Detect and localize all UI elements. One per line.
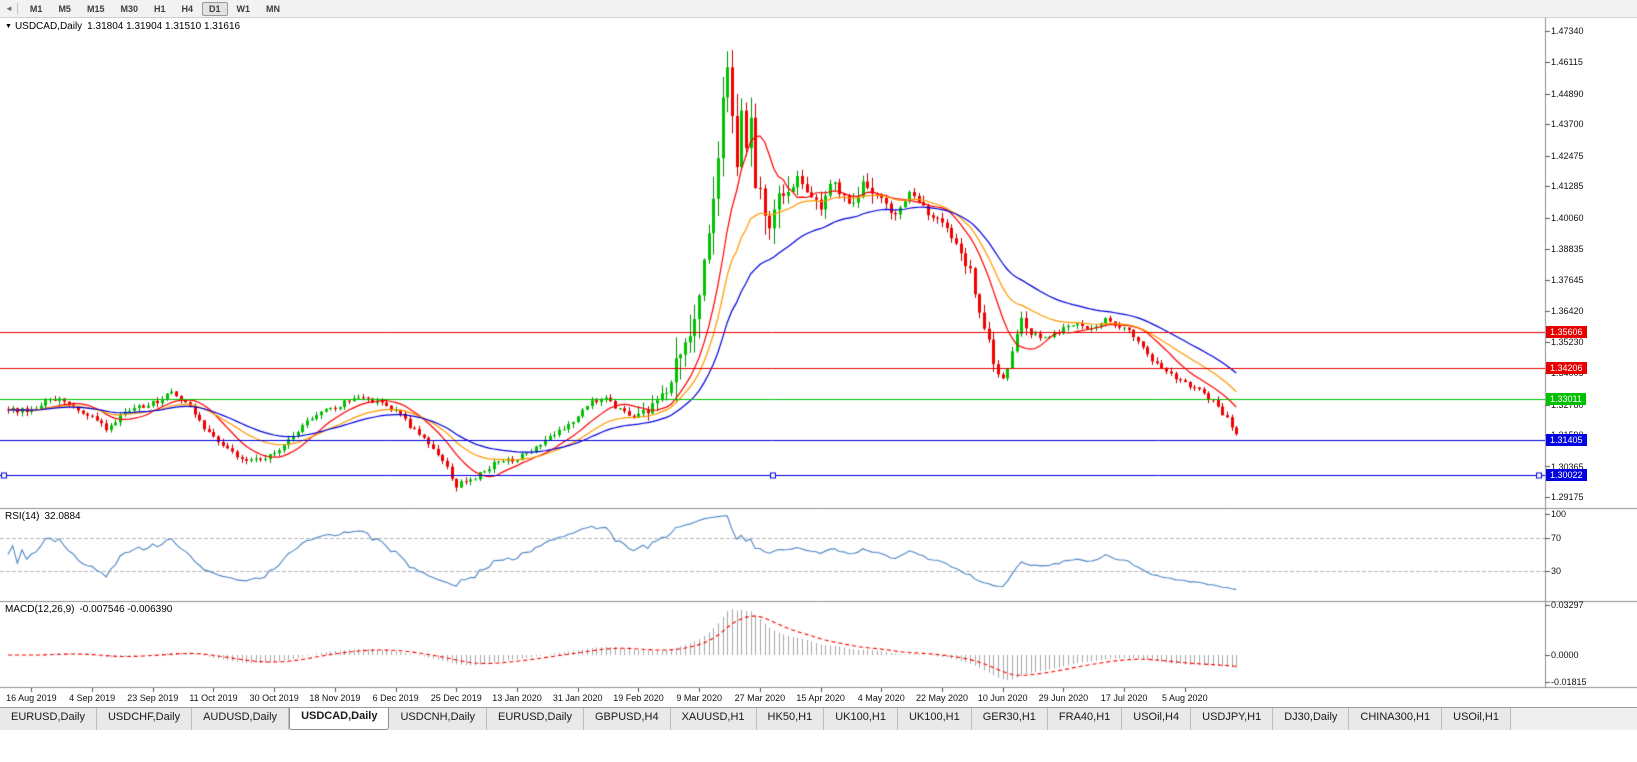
chart-tab-xauusd-h1[interactable]: XAUUSD,H1 [670,708,757,730]
timeframe-h1-button[interactable]: H1 [153,3,166,14]
chart-tab-fra40-h1[interactable]: FRA40,H1 [1047,708,1123,730]
chart-tab-uk100-h1[interactable]: UK100,H1 [824,708,898,730]
timeframe-m1-button[interactable]: M1 [29,3,43,14]
chart-tab-usdcad-daily[interactable]: USDCAD,Daily [289,708,390,730]
timeframe-buttons: M1 M5 M15 M30 H1 H4 D1 W1 MN [22,1,288,16]
chart-tab-ger30-h1[interactable]: GER30,H1 [971,708,1048,730]
timeframe-mn-button[interactable]: MN [266,3,281,14]
chart-tab-usdcnh-daily[interactable]: USDCNH,Daily [389,708,488,730]
toolbar-separator [16,3,18,14]
timeframe-w1-button[interactable]: W1 [236,3,251,14]
chart-tab-usoil-h4[interactable]: USOil,H4 [1122,708,1192,730]
timeframe-toolbar: ◄ M1 M5 M15 M30 H1 H4 D1 W1 MN [0,0,1637,18]
timeframe-m5-button[interactable]: M5 [58,3,71,14]
chart-tab-dj30-daily[interactable]: DJ30,Daily [1273,708,1350,730]
chart-tab-bar: EURUSD,Daily USDCHF,Daily AUDUSD,Daily USDC… [0,707,1637,730]
chart-tab-hk50-h1[interactable]: HK50,H1 [756,708,825,730]
chart-tab-usoil-h1[interactable]: USOil,H1 [1442,708,1511,730]
chart-tab-china300-h1[interactable]: CHINA300,H1 [1349,708,1443,730]
chart-tab-audusd-daily[interactable]: AUDUSD,Daily [192,708,290,730]
chart-tab-usdjpy-h1[interactable]: USDJPY,H1 [1191,708,1274,730]
chart-tab-eurusd-daily[interactable]: EURUSD,Daily [0,708,97,730]
toolbar-overflow-icon[interactable]: ◄ [5,4,13,13]
chart-tab-eurusd-daily[interactable]: EURUSD,Daily [487,708,584,730]
timeframe-d1-button[interactable]: D1 [202,1,228,16]
chart-tab-gbpusd-h4[interactable]: GBPUSD,H4 [584,708,671,730]
timeframe-m30-button[interactable]: M30 [120,3,138,14]
timeframe-m15-button[interactable]: M15 [86,3,105,14]
chart-tab-usdchf-daily[interactable]: USDCHF,Daily [96,708,193,730]
timeframe-h4-button[interactable]: H4 [181,3,194,14]
chart-tab-uk100-h1[interactable]: UK100,H1 [897,708,972,730]
